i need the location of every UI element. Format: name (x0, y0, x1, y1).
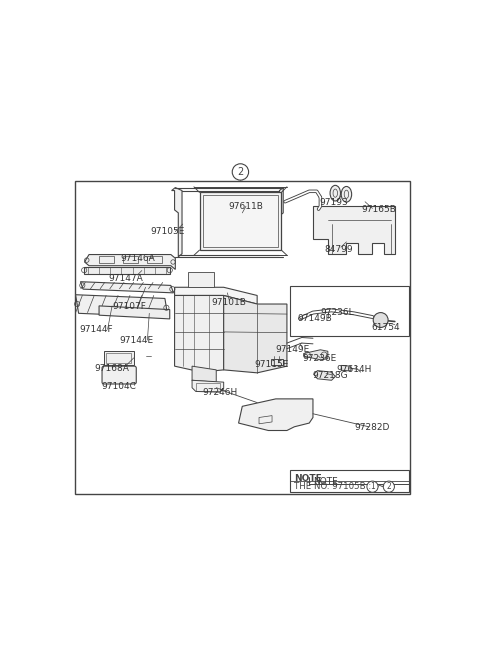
Polygon shape (188, 272, 215, 288)
Text: 97115E: 97115E (254, 360, 288, 369)
Polygon shape (192, 366, 216, 382)
Polygon shape (239, 399, 313, 431)
Text: 1: 1 (370, 482, 375, 491)
Text: 2: 2 (237, 167, 243, 177)
Bar (99, 257, 114, 263)
Text: 97236L: 97236L (321, 308, 354, 317)
Circle shape (367, 481, 378, 493)
Text: NOTE: NOTE (294, 474, 322, 482)
Polygon shape (314, 371, 335, 380)
Text: NOTE: NOTE (313, 477, 338, 486)
Bar (106, 353, 132, 363)
Polygon shape (341, 366, 351, 371)
Text: 97146A: 97146A (121, 254, 156, 263)
Polygon shape (192, 380, 224, 392)
Polygon shape (224, 296, 287, 373)
Bar (104, 351, 133, 365)
Bar (290, 470, 409, 492)
Polygon shape (279, 187, 283, 216)
Polygon shape (84, 267, 170, 274)
Text: 97144F: 97144F (80, 325, 113, 334)
Ellipse shape (341, 186, 352, 202)
Text: 97236E: 97236E (302, 354, 337, 363)
Text: 84799: 84799 (324, 245, 353, 254)
Polygon shape (304, 349, 328, 360)
Text: 97611B: 97611B (228, 202, 264, 211)
Bar (147, 257, 162, 263)
Bar (196, 383, 220, 390)
Bar (203, 195, 277, 247)
FancyBboxPatch shape (102, 366, 136, 384)
Text: 97165B: 97165B (362, 206, 396, 214)
Polygon shape (99, 306, 170, 319)
Polygon shape (271, 359, 283, 365)
Circle shape (232, 164, 249, 180)
Polygon shape (76, 295, 168, 317)
Text: 97107F: 97107F (112, 302, 146, 312)
Text: THE NO. 97105B :: THE NO. 97105B : (294, 482, 372, 491)
Polygon shape (172, 187, 182, 257)
Text: 97218G: 97218G (312, 372, 348, 380)
Text: 97144E: 97144E (119, 337, 153, 345)
Polygon shape (175, 296, 224, 372)
Polygon shape (200, 192, 281, 250)
Text: 2: 2 (386, 482, 391, 491)
Text: 97105E: 97105E (151, 227, 185, 236)
Text: 61754: 61754 (372, 323, 400, 332)
Bar (290, 286, 409, 337)
Circle shape (373, 312, 388, 327)
Ellipse shape (330, 185, 340, 201)
Text: 97282D: 97282D (355, 423, 390, 432)
Bar (75, 181, 410, 494)
Text: 97101B: 97101B (212, 298, 247, 307)
Bar (123, 257, 138, 263)
Polygon shape (81, 282, 173, 293)
Text: 97614H: 97614H (336, 365, 372, 374)
Polygon shape (313, 206, 395, 254)
Text: 97149E: 97149E (276, 345, 310, 354)
Text: 97147A: 97147A (109, 274, 144, 283)
Text: 97168A: 97168A (95, 364, 130, 373)
Text: 97246H: 97246H (203, 388, 238, 396)
Text: 97104C: 97104C (101, 382, 136, 392)
Polygon shape (84, 255, 175, 269)
Text: 97149B: 97149B (298, 314, 333, 323)
Text: ~: ~ (377, 482, 385, 492)
Text: 97193: 97193 (319, 198, 348, 207)
Polygon shape (175, 288, 257, 304)
Circle shape (383, 481, 395, 493)
